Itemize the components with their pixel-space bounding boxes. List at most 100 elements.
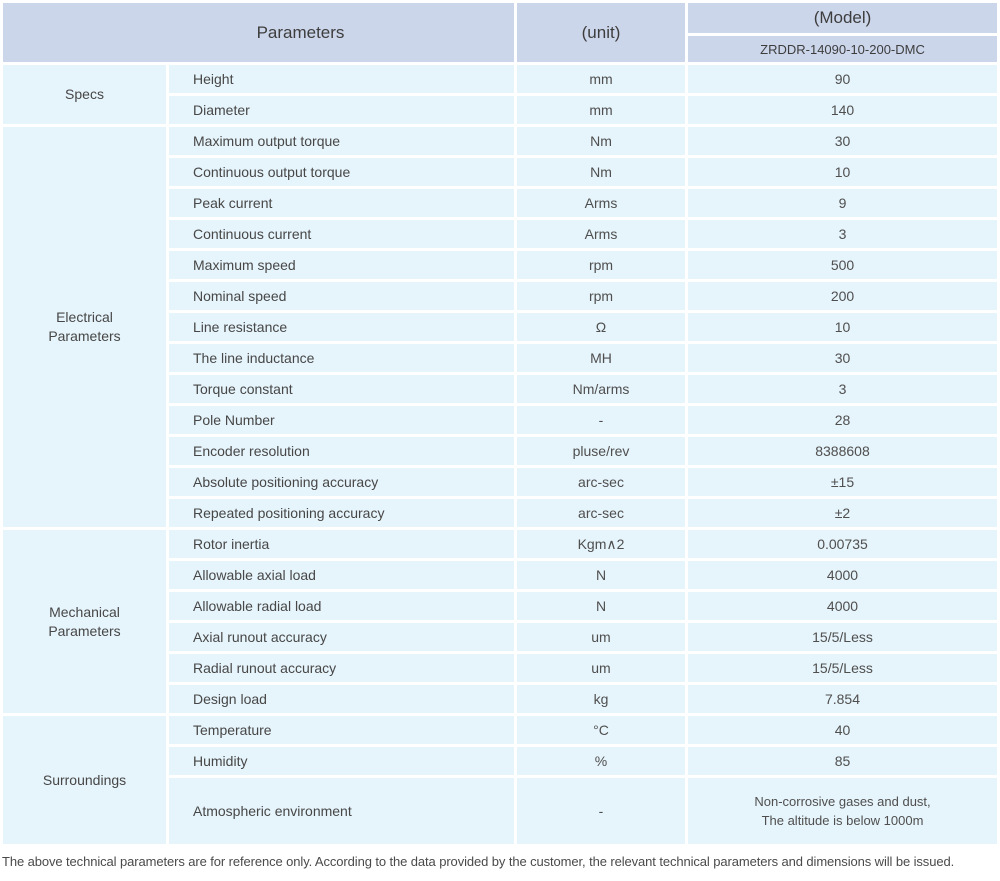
value-cell: 85 [688,747,997,775]
value-cell: 15/5/Less [688,623,997,651]
param-cell: Radial runout accuracy [169,654,514,682]
value-cell: 500 [688,251,997,279]
unit-cell: Arms [517,220,685,248]
section-label-mechanical: Mechanical Parameters [3,530,166,713]
table-row: Diameter mm 140 [3,96,997,124]
value-cell: 8388608 [688,437,997,465]
table-row: Humidity % 85 [3,747,997,775]
table-row: The line inductance MH 30 [3,344,997,372]
value-cell: 0.00735 [688,530,997,558]
param-cell: Height [169,65,514,93]
param-cell: Nominal speed [169,282,514,310]
table-row: Mechanical Parameters Rotor inertia Kgm∧… [3,530,997,713]
param-cell: Pole Number [169,406,514,434]
value-cell: 10 [688,158,997,186]
table-row: Nominal speed rpm 200 [3,282,997,310]
value-cell: 3 [688,220,997,248]
param-cell: Axial runout accuracy [169,623,514,651]
unit-cell: Nm [517,158,685,186]
param-cell: Torque constant [169,375,514,403]
value-cell: 40 [688,716,997,744]
unit-cell: N [517,561,685,589]
table-row: Maximum speed rpm 500 [3,251,997,279]
table-row: Allowable radial load N 4000 [3,592,997,620]
table-row: Repeated positioning accuracy arc-sec ±2 [3,499,997,527]
value-cell: ±15 [688,468,997,496]
table-row: Axial runout accuracy um 15/5/Less [3,623,997,651]
unit-cell: % [517,747,685,775]
value-cell: 9 [688,189,997,217]
unit-cell: - [517,778,685,844]
value-cell: 28 [688,406,997,434]
unit-cell: arc-sec [517,499,685,527]
param-cell: Line resistance [169,313,514,341]
param-cell: Atmospheric environment [169,778,514,844]
header-row-2: ZRDDR-14090-10-200-DMC [3,36,997,62]
unit-cell: MH [517,344,685,372]
unit-cell: N [517,592,685,620]
footer-note: The above technical parameters are for r… [2,854,955,869]
unit-cell: Arms [517,189,685,217]
header-parameters: Parameters [3,3,514,62]
value-cell: 4000 [688,561,997,589]
section-label-surroundings: Surroundings [3,716,166,844]
value-cell: 30 [688,344,997,372]
param-cell: Repeated positioning accuracy [169,499,514,527]
value-cell: 4000 [688,592,997,620]
unit-cell: um [517,623,685,651]
table-row: Allowable axial load N 4000 [3,561,997,589]
unit-cell: - [517,406,685,434]
param-cell: Continuous current [169,220,514,248]
value-cell: 3 [688,375,997,403]
unit-cell: rpm [517,282,685,310]
param-cell: Peak current [169,189,514,217]
model-number: ZRDDR-14090-10-200-DMC [688,36,997,62]
value-cell: Non-corrosive gases and dust, The altitu… [688,778,997,844]
value-cell: ±2 [688,499,997,527]
param-cell: Humidity [169,747,514,775]
table-row: Continuous output torque Nm 10 [3,158,997,186]
value-cell: 7.854 [688,685,997,713]
table-row: Electrical Parameters Maximum output tor… [3,127,997,527]
table-row: Encoder resolution pluse/rev 8388608 [3,437,997,465]
table-row: Continuous current Arms 3 [3,220,997,248]
unit-cell: arc-sec [517,468,685,496]
param-cell: Maximum output torque [169,127,514,155]
value-cell: 15/5/Less [688,654,997,682]
table-row: Specs Height mm 90 [3,65,997,124]
param-cell: Temperature [169,716,514,744]
value-cell: 200 [688,282,997,310]
spec-table: Parameters (unit) (Model) ZRDDR-14090-10… [3,3,997,844]
table-row: Surroundings Temperature °C 40 [3,716,997,844]
param-cell: Continuous output torque [169,158,514,186]
param-cell: Maximum speed [169,251,514,279]
param-cell: Allowable axial load [169,561,514,589]
table-row: Radial runout accuracy um 15/5/Less [3,654,997,682]
value-cell: 10 [688,313,997,341]
unit-cell: Kgm∧2 [517,530,685,558]
value-cell: 140 [688,96,997,124]
unit-cell: kg [517,685,685,713]
param-cell: Encoder resolution [169,437,514,465]
table-row: Line resistance Ω 10 [3,313,997,341]
param-cell: The line inductance [169,344,514,372]
section-label-specs: Specs [3,65,166,124]
value-cell: 30 [688,127,997,155]
value-cell: 90 [688,65,997,93]
header-model: (Model) [688,3,997,33]
param-cell: Absolute positioning accuracy [169,468,514,496]
unit-cell: Nm [517,127,685,155]
unit-cell: pluse/rev [517,437,685,465]
param-cell: Allowable radial load [169,592,514,620]
header-row-1: Parameters (unit) (Model) [3,3,997,62]
table-row: Peak current Arms 9 [3,189,997,217]
table-row: Torque constant Nm/arms 3 [3,375,997,403]
unit-cell: Nm/arms [517,375,685,403]
section-label-electrical: Electrical Parameters [3,127,166,527]
unit-cell: Ω [517,313,685,341]
unit-cell: rpm [517,251,685,279]
table-row: Atmospheric environment - Non-corrosive … [3,778,997,844]
table-row: Design load kg 7.854 [3,685,997,713]
table-row: Pole Number - 28 [3,406,997,434]
